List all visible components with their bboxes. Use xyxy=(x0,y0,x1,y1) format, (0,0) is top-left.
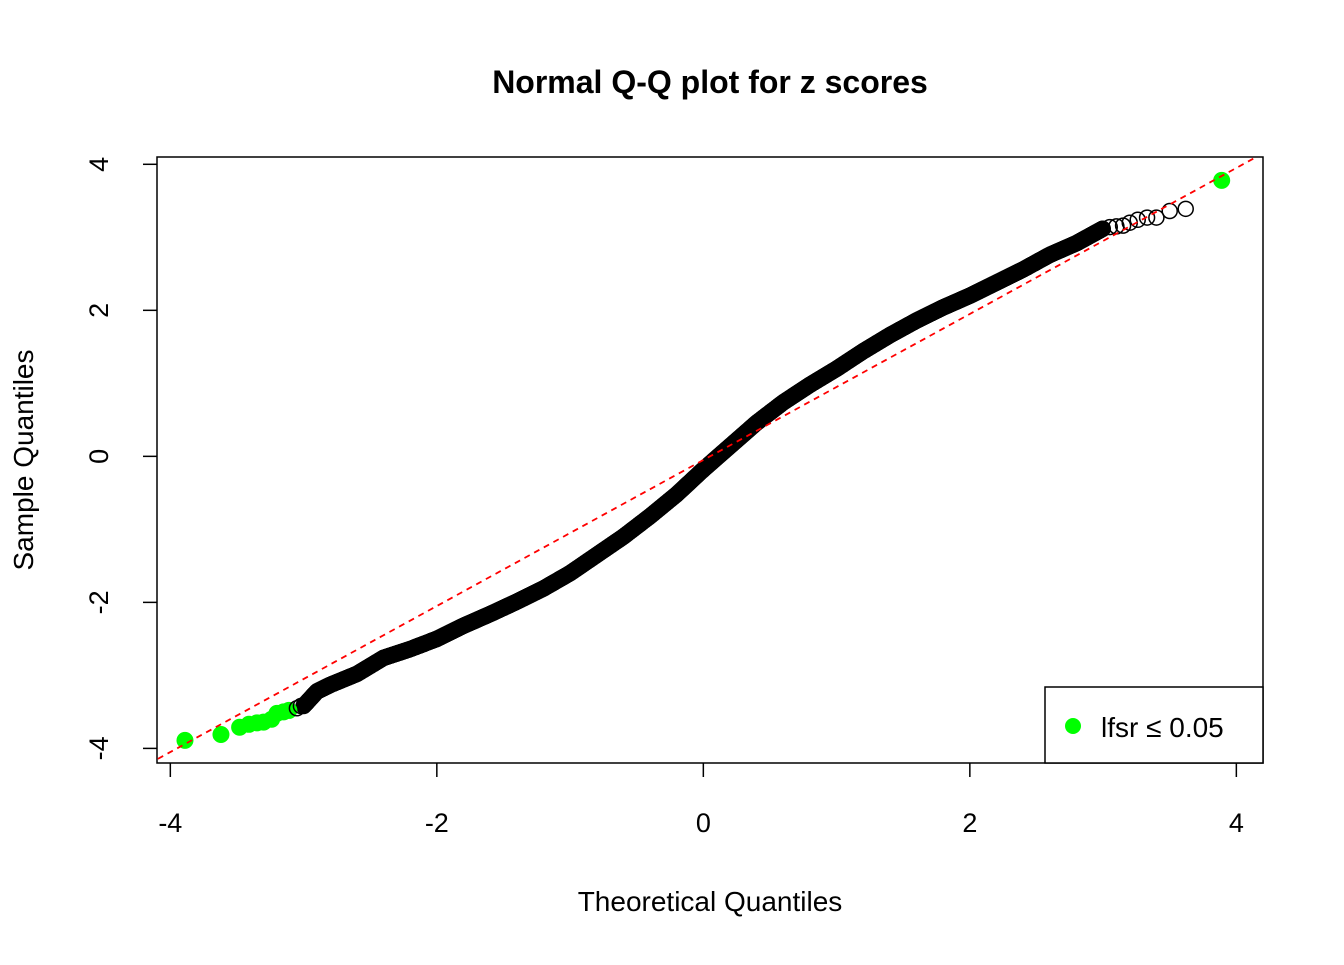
data-layer xyxy=(157,157,1259,761)
qq-point xyxy=(1129,211,1146,229)
x-tick-label: 0 xyxy=(696,808,711,838)
x-axis: -4 -2 0 2 4 xyxy=(158,763,1244,838)
qq-point xyxy=(1138,209,1156,226)
y-tick-label: -4 xyxy=(84,736,114,760)
lfsr-point xyxy=(212,726,230,744)
y-tick-label: 2 xyxy=(84,303,114,318)
qq-curve xyxy=(295,220,1112,715)
x-tick-label: -2 xyxy=(425,808,449,838)
x-axis-label: Theoretical Quantiles xyxy=(578,886,843,917)
y-tick-label: -2 xyxy=(84,590,114,614)
lfsr-point xyxy=(1213,171,1231,189)
qq-point xyxy=(288,699,306,717)
qq-point xyxy=(292,697,310,715)
legend-label: lfsr ≤ 0.05 xyxy=(1101,712,1224,743)
tail-points xyxy=(288,200,1194,717)
legend-marker xyxy=(1065,718,1081,734)
lfsr-point xyxy=(176,731,194,749)
qq-point xyxy=(1094,220,1112,237)
x-tick-label: 2 xyxy=(962,808,977,838)
reference-line xyxy=(157,157,1259,761)
chart-title: Normal Q-Q plot for z scores xyxy=(492,64,928,100)
plot-frame xyxy=(156,156,1264,764)
y-axis: -4 -2 0 2 4 xyxy=(84,157,157,760)
legend-box xyxy=(1044,686,1264,764)
qq-point xyxy=(1101,218,1119,236)
y-tick-label: 0 xyxy=(84,449,114,464)
x-tick-label: -4 xyxy=(158,808,182,838)
y-axis-label: Sample Quantiles xyxy=(8,349,39,570)
qq-point xyxy=(1177,200,1194,218)
y-tick-label: 4 xyxy=(84,157,114,172)
plot-area xyxy=(156,156,1264,764)
qq-point xyxy=(1148,209,1165,226)
x-tick-label: 4 xyxy=(1229,808,1244,838)
legend: lfsr ≤ 0.05 xyxy=(1044,686,1264,764)
qq-point xyxy=(1161,202,1178,220)
